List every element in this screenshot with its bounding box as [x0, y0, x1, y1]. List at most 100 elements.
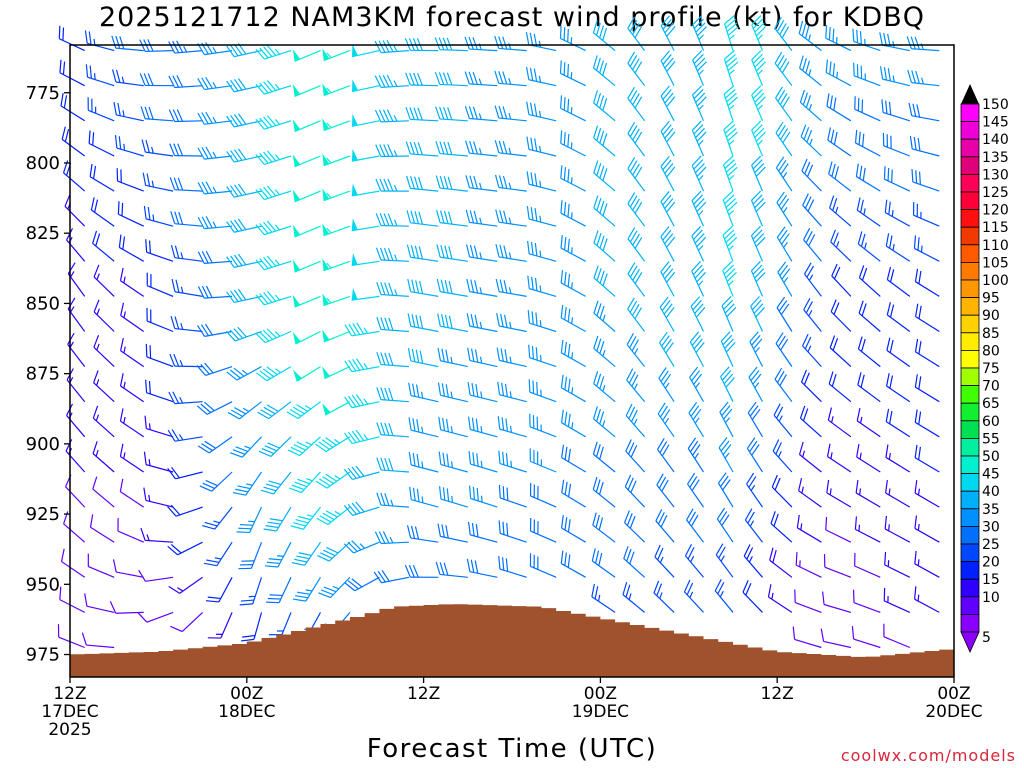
wind-barb — [351, 44, 380, 58]
wind-barb — [751, 85, 766, 122]
wind-barb — [405, 141, 439, 157]
wind-barb — [560, 409, 587, 438]
wind-barb — [625, 403, 646, 438]
wind-barb — [495, 244, 527, 262]
colorbar-label: 45 — [982, 467, 1000, 483]
credit-link[interactable]: coolwx.com/models — [840, 746, 1016, 765]
colorbar-swatch — [960, 402, 980, 422]
wind-barb — [93, 264, 115, 297]
wind-barb — [197, 323, 233, 337]
colorbar-label: 130 — [982, 167, 1009, 183]
wind-barb — [255, 150, 292, 165]
wind-barb — [167, 429, 203, 442]
wind-barb — [660, 85, 676, 122]
wind-barb — [748, 366, 764, 402]
wind-barb — [750, 260, 766, 297]
wind-barb — [559, 60, 586, 87]
wind-barb — [915, 303, 940, 333]
wind-barb — [914, 409, 940, 438]
wind-barb — [236, 506, 263, 534]
wind-barb — [723, 85, 739, 121]
wind-barb — [828, 371, 852, 403]
wind-barb — [376, 422, 409, 438]
wind-barb — [529, 448, 557, 473]
wind-barb — [315, 471, 351, 489]
wind-barb — [593, 265, 616, 297]
colorbar-label: 20 — [982, 555, 1000, 571]
wind-barb — [93, 334, 115, 368]
wind-barb — [622, 582, 645, 613]
wind-barb — [287, 436, 321, 457]
wind-barb — [528, 344, 557, 368]
wind-barb — [143, 451, 174, 473]
wind-barb — [292, 119, 321, 133]
wind-barb — [89, 163, 115, 192]
wind-barb — [560, 374, 586, 403]
wind-barb — [351, 113, 380, 127]
wind-barb — [914, 586, 940, 613]
wind-barb — [67, 332, 86, 367]
x-axis-label: Forecast Time (UTC) — [366, 734, 658, 764]
wind-barb — [800, 124, 822, 157]
wind-barb — [494, 35, 527, 52]
colorbar-swatch — [960, 191, 980, 211]
colorbar-swatch — [960, 614, 980, 633]
colorbar-swatch — [960, 420, 980, 439]
wind-barb — [225, 326, 262, 342]
wind-barb — [826, 443, 852, 473]
wind-barb — [404, 564, 439, 578]
wind-barb — [857, 372, 881, 403]
wind-barb — [292, 84, 321, 97]
wind-barb — [84, 593, 115, 613]
wind-barb — [497, 381, 527, 403]
wind-barb — [527, 310, 557, 333]
colorbar-swatch — [960, 314, 980, 334]
wind-barb — [143, 487, 174, 508]
wind-barb — [196, 401, 233, 415]
wind-barb — [436, 209, 468, 227]
wind-barb — [197, 181, 233, 195]
wind-barb — [593, 230, 616, 262]
wind-barb — [660, 261, 676, 297]
wind-barb — [858, 265, 881, 297]
wind-barb — [141, 139, 174, 157]
wind-barb — [750, 190, 766, 227]
wind-barb — [119, 267, 145, 297]
colorbar-swatch — [960, 455, 980, 475]
wind-barb — [494, 70, 527, 87]
wind-barb — [623, 546, 646, 578]
wind-barb — [774, 51, 793, 87]
wind-barb — [119, 443, 145, 473]
wind-barb — [255, 115, 292, 130]
wind-barb — [829, 195, 852, 227]
wind-barb — [373, 570, 410, 584]
wind-barb — [627, 262, 646, 297]
wind-barb — [772, 439, 793, 473]
colorbar-label: 70 — [982, 379, 1000, 395]
colorbar-swatch — [960, 173, 980, 193]
colorbar-swatch — [960, 279, 980, 299]
wind-barb — [914, 515, 940, 543]
wind-barb — [593, 371, 616, 403]
wind-barb — [750, 296, 765, 332]
wind-barb — [742, 580, 763, 613]
wind-barb — [792, 626, 822, 649]
wind-barb — [140, 527, 174, 543]
wind-barb — [438, 416, 468, 438]
wind-barb — [145, 379, 174, 403]
wind-barb — [197, 76, 233, 91]
wind-barb — [292, 189, 321, 203]
wind-barb — [406, 525, 439, 543]
wind-barb — [119, 478, 145, 508]
wind-barb — [289, 471, 321, 494]
wind-barb — [691, 155, 707, 192]
wind-barb — [714, 579, 734, 613]
wind-barb — [914, 338, 940, 368]
wind-barb — [406, 175, 439, 192]
wind-barb — [852, 589, 881, 613]
wind-barb — [498, 450, 527, 473]
x-tick-label: 12Z — [53, 684, 86, 704]
wind-barb — [526, 206, 557, 227]
wind-barb — [719, 401, 734, 438]
